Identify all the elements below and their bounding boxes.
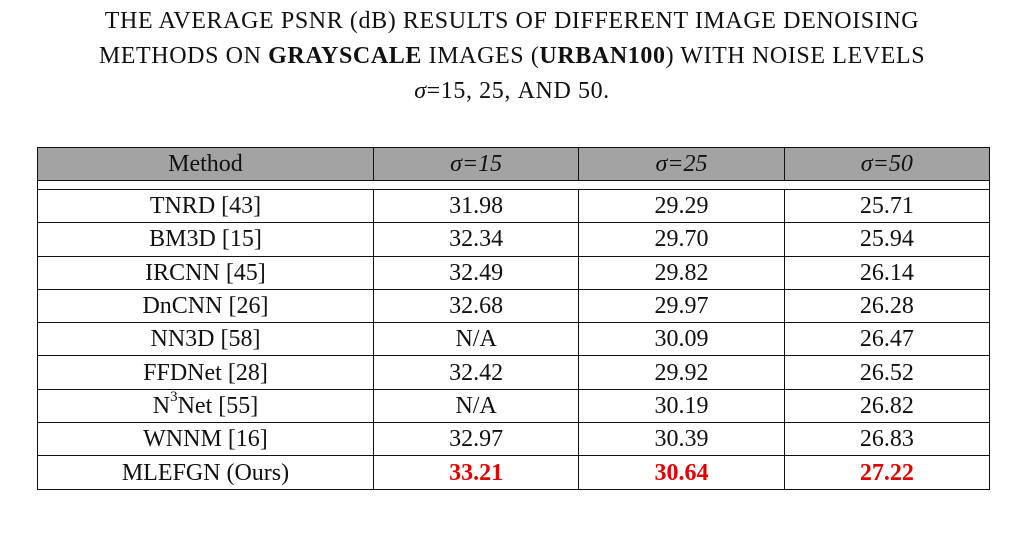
results-table: Method σ=15 σ=25 σ=50 TNRD [43] 31.98 29… xyxy=(37,147,991,490)
psnr-15-cell: 32.68 xyxy=(372,288,580,324)
method-cell: IRCNN [45] xyxy=(37,255,374,290)
psnr-25-cell: 29.29 xyxy=(578,188,785,224)
method-rest: Net [55] xyxy=(177,392,259,419)
caption-text: IMAGES ( xyxy=(428,43,540,69)
table-row-ours: MLEFGN (Ours) 33.21 30.64 27.22 xyxy=(37,455,991,490)
psnr-50-cell: 26.82 xyxy=(783,388,991,424)
psnr-25-best-cell: 30.64 xyxy=(578,455,785,490)
caption-line-2: METHODS ON GRAYSCALE IMAGES (URBAN100) W… xyxy=(0,39,1024,74)
table-row: N3Net [55] N/A 30.19 26.82 xyxy=(37,388,991,424)
psnr-50-cell: 26.28 xyxy=(783,288,991,324)
caption-sigma: σ xyxy=(414,78,427,104)
caption-dataset: URBAN100 xyxy=(539,43,666,69)
header-sigma-15: σ=15 xyxy=(372,147,580,181)
psnr-15-cell: 32.34 xyxy=(372,222,580,257)
method-cell: MLEFGN (Ours) xyxy=(37,455,374,490)
header-sigma-50: σ=50 xyxy=(783,147,991,181)
method-base: N xyxy=(152,392,171,419)
psnr-25-cell: 30.19 xyxy=(578,388,785,424)
header-sigma-25: σ=25 xyxy=(578,147,785,181)
caption-text: ) WITH NOISE LEVELS xyxy=(665,43,926,69)
table-row: NN3D [58] N/A 30.09 26.47 xyxy=(37,322,991,357)
psnr-15-cell: 32.97 xyxy=(372,422,580,457)
table-header: Method σ=15 σ=25 σ=50 xyxy=(37,147,991,181)
table-caption: THE AVERAGE PSNR (dB) RESULTS OF DIFFERE… xyxy=(0,4,1024,109)
psnr-25-cell: 29.70 xyxy=(578,222,785,257)
psnr-50-cell: 26.47 xyxy=(783,322,991,357)
header-row: Method σ=15 σ=25 σ=50 xyxy=(37,147,991,181)
psnr-50-cell: 25.71 xyxy=(783,188,991,224)
psnr-15-cell: 32.42 xyxy=(372,355,580,390)
table-row: BM3D [15] 32.34 29.70 25.94 xyxy=(37,222,991,257)
method-cell: BM3D [15] xyxy=(37,222,374,257)
method-superscript: 3 xyxy=(170,388,178,405)
method-cell: WNNM [16] xyxy=(37,422,374,457)
caption-line-1-text: THE AVERAGE PSNR (dB) RESULTS OF DIFFERE… xyxy=(104,8,920,34)
psnr-25-cell: 30.09 xyxy=(578,322,785,357)
psnr-15-cell: N/A xyxy=(372,388,580,424)
psnr-25-cell: 29.97 xyxy=(578,288,785,324)
method-cell: TNRD [43] xyxy=(37,188,374,224)
psnr-15-best-cell: 33.21 xyxy=(372,455,580,490)
psnr-50-cell: 26.52 xyxy=(783,355,991,390)
psnr-50-cell: 25.94 xyxy=(783,222,991,257)
header-method: Method xyxy=(37,147,374,181)
psnr-25-cell: 29.82 xyxy=(578,255,785,290)
psnr-50-cell: 26.83 xyxy=(783,422,991,457)
psnr-15-cell: N/A xyxy=(372,322,580,357)
caption-line-3: σ=15, 25, AND 50. xyxy=(0,74,1024,109)
method-cell: N3Net [55] xyxy=(37,388,374,424)
caption-grayscale: GRAYSCALE xyxy=(268,43,423,69)
table-body: TNRD [43] 31.98 29.29 25.71 BM3D [15] 32… xyxy=(37,180,991,490)
header-separator xyxy=(37,180,990,190)
table-row: WNNM [16] 32.97 30.39 26.83 xyxy=(37,422,991,457)
caption-noise-levels: =15, 25, AND 50. xyxy=(426,78,610,104)
table-row: IRCNN [45] 32.49 29.82 26.14 xyxy=(37,255,991,290)
psnr-25-cell: 29.92 xyxy=(578,355,785,390)
psnr-15-cell: 32.49 xyxy=(372,255,580,290)
psnr-50-cell: 26.14 xyxy=(783,255,991,290)
table-row: TNRD [43] 31.98 29.29 25.71 xyxy=(37,188,991,224)
method-cell: NN3D [58] xyxy=(37,322,374,357)
separator-cell xyxy=(37,180,990,190)
caption-line-1: THE AVERAGE PSNR (dB) RESULTS OF DIFFERE… xyxy=(0,4,1024,39)
method-cell: DnCNN [26] xyxy=(37,288,374,324)
psnr-15-cell: 31.98 xyxy=(372,188,580,224)
psnr-50-best-cell: 27.22 xyxy=(783,455,991,490)
table-row: DnCNN [26] 32.68 29.97 26.28 xyxy=(37,288,991,324)
table-row: FFDNet [28] 32.42 29.92 26.52 xyxy=(37,355,991,390)
method-cell: FFDNet [28] xyxy=(37,355,374,390)
psnr-25-cell: 30.39 xyxy=(578,422,785,457)
caption-text: METHODS ON xyxy=(98,43,262,69)
